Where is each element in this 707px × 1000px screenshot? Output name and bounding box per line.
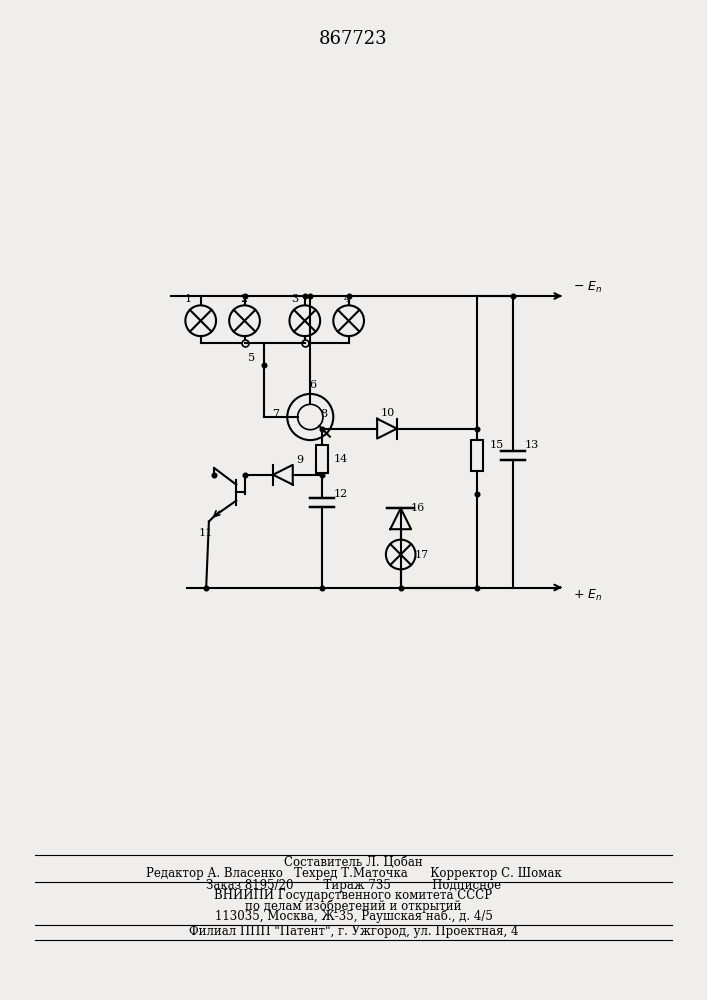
Text: 14: 14	[334, 454, 348, 464]
Bar	[472, 440, 484, 471]
Text: Составитель Л. Цобан: Составитель Л. Цобан	[284, 856, 423, 868]
Text: 2: 2	[240, 294, 247, 304]
Bar	[316, 445, 328, 473]
Text: 1: 1	[185, 294, 192, 304]
Text: 113035, Москва, Ж-35, Раушская наб., д. 4/5: 113035, Москва, Ж-35, Раушская наб., д. …	[214, 909, 493, 923]
Text: ВНИИПИ Государственного комитета СССР: ВНИИПИ Государственного комитета СССР	[214, 890, 493, 902]
Text: $+\ E_{\mathit{n}}$: $+\ E_{\mathit{n}}$	[573, 588, 602, 603]
Text: Филиал ППП "Патент", г. Ужгород, ул. Проектная, 4: Филиал ППП "Патент", г. Ужгород, ул. Про…	[189, 926, 518, 938]
Text: $-\ E_{\mathit{n}}$: $-\ E_{\mathit{n}}$	[573, 280, 602, 295]
Text: 12: 12	[334, 489, 348, 499]
Text: Редактор А. Власенко   Техред Т.Маточка      Корректор С. Шомак: Редактор А. Власенко Техред Т.Маточка Ко…	[146, 867, 561, 880]
Text: 17: 17	[414, 550, 428, 560]
Text: 5: 5	[248, 353, 255, 363]
Text: 3: 3	[291, 294, 298, 304]
Text: 13: 13	[525, 440, 539, 450]
Text: 8: 8	[320, 409, 327, 419]
Text: 4: 4	[344, 294, 351, 304]
Text: 10: 10	[381, 408, 395, 418]
Text: 15: 15	[489, 440, 503, 450]
Text: Заказ 8195/20        Тираж 735           Подписное: Заказ 8195/20 Тираж 735 Подписное	[206, 880, 501, 892]
Text: по делам изобретений и открытий: по делам изобретений и открытий	[245, 899, 462, 913]
Text: 867723: 867723	[319, 30, 388, 48]
Text: 11: 11	[199, 528, 214, 538]
Text: 9: 9	[296, 455, 303, 465]
Text: 7: 7	[271, 409, 279, 419]
Text: 16: 16	[411, 503, 426, 513]
Text: 6: 6	[310, 380, 317, 390]
